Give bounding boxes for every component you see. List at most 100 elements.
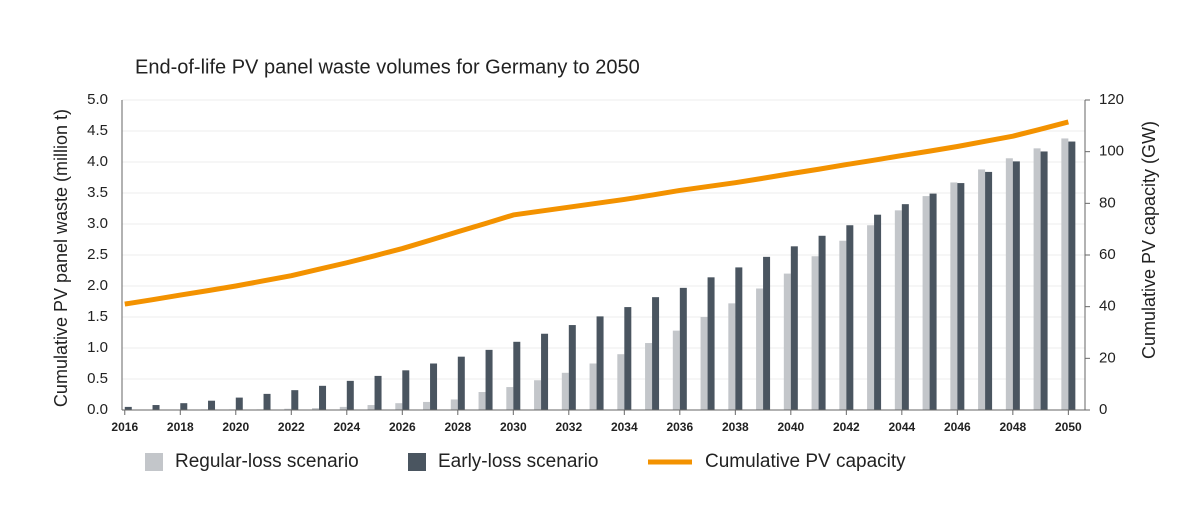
bar (423, 401, 431, 410)
y2-tick-label: 20 (1099, 349, 1116, 366)
y-tick-label: 1.0 (87, 339, 108, 356)
bar (568, 325, 576, 410)
x-tick-label: 2030 (500, 420, 527, 434)
x-tick-label: 2046 (944, 420, 971, 434)
x-tick-label: 2024 (333, 420, 360, 434)
bar (811, 256, 819, 410)
y-axis-label: Cumulative PV panel waste (million t) (51, 109, 71, 407)
y-tick-label: 4.5 (87, 122, 108, 139)
bar (818, 235, 826, 410)
y-tick-label: 3.0 (87, 215, 108, 232)
bar (617, 354, 625, 410)
bar (450, 399, 458, 410)
legend-swatch (408, 453, 426, 471)
bar (735, 267, 743, 410)
bar (901, 204, 909, 410)
x-tick-label: 2020 (222, 420, 249, 434)
bar (922, 196, 930, 410)
bar (978, 169, 986, 410)
y2-tick-label: 40 (1099, 298, 1116, 315)
bar (846, 225, 854, 410)
bar (541, 333, 549, 410)
bar (894, 210, 902, 410)
legend-swatch (145, 453, 163, 471)
x-tick-label: 2016 (111, 420, 138, 434)
bar (728, 303, 736, 410)
x-tick-label: 2032 (555, 420, 582, 434)
bar (513, 341, 521, 410)
bar (867, 225, 875, 410)
y-tick-label: 2.5 (87, 246, 108, 263)
bar (950, 182, 958, 410)
y2-tick-label: 120 (1099, 91, 1124, 108)
y2-tick-label: 80 (1099, 194, 1116, 211)
bar (457, 356, 465, 410)
bar (534, 380, 542, 410)
bar (763, 256, 771, 410)
x-tick-label: 2026 (389, 420, 416, 434)
y-tick-label: 0.0 (87, 401, 108, 418)
bar (374, 375, 382, 410)
chart-title: End-of-life PV panel waste volumes for G… (135, 56, 640, 78)
y2-axis-label: Cumulative PV capacity (GW) (1139, 121, 1159, 359)
y-tick-label: 3.5 (87, 184, 108, 201)
bar (957, 183, 965, 410)
bar (284, 408, 292, 410)
bar (783, 273, 791, 410)
bar (985, 171, 993, 410)
bar (561, 372, 569, 410)
y-tick-label: 4.0 (87, 153, 108, 170)
bar (624, 307, 632, 410)
bar (152, 405, 160, 410)
line (124, 119, 1069, 307)
bar (1012, 161, 1020, 410)
bar (312, 408, 320, 410)
bar (367, 405, 375, 410)
y-tick-label: 2.0 (87, 277, 108, 294)
bar (790, 246, 798, 410)
bar (124, 406, 132, 410)
x-tick-label: 2022 (278, 420, 305, 434)
bar (395, 403, 403, 410)
x-tick-label: 2048 (999, 420, 1026, 434)
x-tick-label: 2042 (833, 420, 860, 434)
bar (506, 387, 514, 410)
bar (1040, 151, 1048, 410)
x-tick-label: 2018 (167, 420, 194, 434)
bar (756, 288, 764, 410)
x-tick-label: 2034 (611, 420, 638, 434)
bar (1005, 158, 1013, 410)
legend-label: Regular-loss scenario (175, 451, 359, 472)
bar (707, 277, 715, 410)
bar (346, 380, 354, 410)
x-tick-label: 2044 (888, 420, 915, 434)
bar (478, 392, 486, 410)
y2-tick-label: 100 (1099, 143, 1124, 160)
bar (208, 400, 216, 410)
bar (1033, 148, 1041, 411)
bar (485, 349, 493, 410)
bar (596, 316, 604, 410)
bar (874, 214, 882, 410)
bar (645, 343, 653, 410)
bar (839, 240, 847, 410)
bar (700, 317, 708, 410)
x-tick-label: 2028 (444, 420, 471, 434)
x-tick-label: 2040 (777, 420, 804, 434)
x-tick-label: 2036 (666, 420, 693, 434)
x-tick-label: 2050 (1055, 420, 1082, 434)
y-tick-label: 5.0 (87, 91, 108, 108)
bar (319, 385, 327, 410)
bar (263, 393, 271, 410)
y2-tick-label: 0 (1099, 401, 1107, 418)
bar (929, 193, 937, 410)
bar (589, 363, 597, 410)
bar (402, 370, 410, 410)
bar (1061, 138, 1069, 410)
y2-tick-label: 60 (1099, 246, 1116, 263)
bar (339, 406, 347, 410)
bar (430, 363, 438, 410)
bar (180, 403, 188, 410)
